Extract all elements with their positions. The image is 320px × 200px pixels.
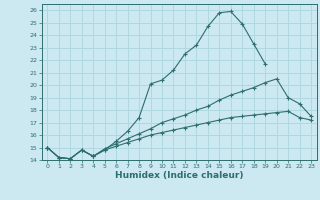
X-axis label: Humidex (Indice chaleur): Humidex (Indice chaleur) bbox=[115, 171, 244, 180]
